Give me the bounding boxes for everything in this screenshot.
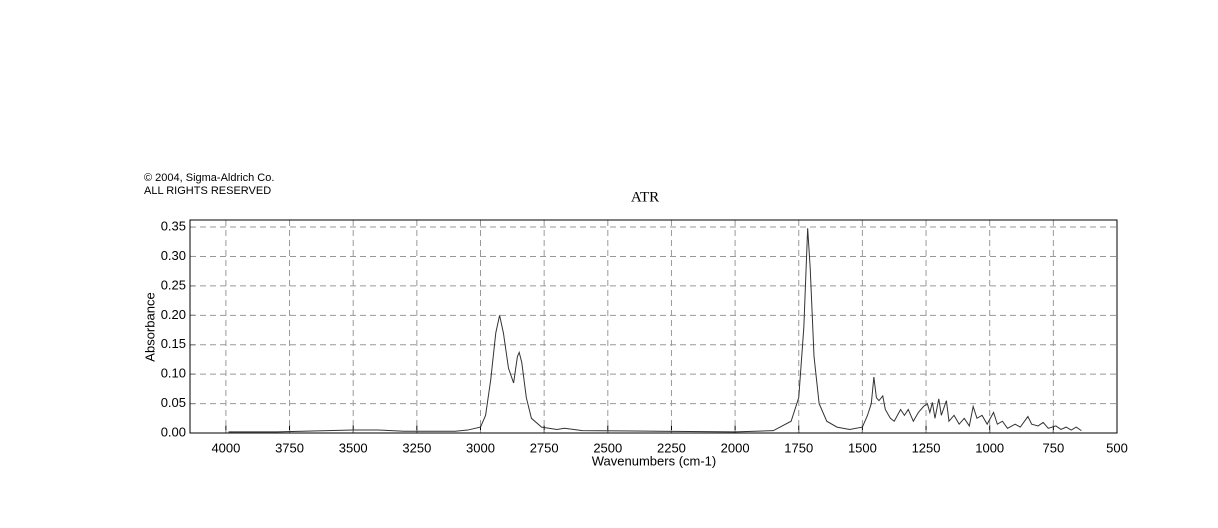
x-tick-label: 3250 [402, 440, 431, 455]
y-tick-label: 0.05 [161, 395, 186, 410]
y-tick-label: 0.15 [161, 336, 186, 351]
x-tick-label: 2500 [593, 440, 622, 455]
x-tick-label: 2250 [657, 440, 686, 455]
x-tick-label: 2000 [721, 440, 750, 455]
y-axis-label: Absorbance [142, 292, 157, 361]
x-tick-label: 2750 [530, 440, 559, 455]
x-tick-label: 500 [1106, 440, 1128, 455]
y-tick-label: 0.10 [161, 366, 186, 381]
chart-title: ATR [631, 189, 659, 205]
copyright: © 2004, Sigma-Aldrich Co. [144, 172, 274, 184]
x-tick-label: 1250 [912, 440, 941, 455]
y-tick-label: 0.20 [161, 307, 186, 322]
y-tick-label: 0.00 [161, 424, 186, 439]
x-tick-label: 1500 [848, 440, 877, 455]
x-axis-label: Wavenumbers (cm-1) [592, 453, 716, 468]
x-tick-label: 1750 [784, 440, 813, 455]
x-tick-label: 3750 [275, 440, 304, 455]
x-tick-label: 1000 [975, 440, 1004, 455]
x-tick-label: 750 [1042, 440, 1064, 455]
y-tick-label: 0.35 [161, 218, 186, 233]
y-tick-label: 0.30 [161, 248, 186, 263]
x-tick-label: 3000 [466, 440, 495, 455]
y-tick-label: 0.25 [161, 277, 186, 292]
spectrum-line [228, 228, 1082, 433]
plot-frame [189, 219, 1118, 434]
copyright: ALL RIGHTS RESERVED [144, 185, 271, 197]
x-tick-label: 3500 [339, 440, 368, 455]
x-tick-label: 4000 [211, 440, 240, 455]
